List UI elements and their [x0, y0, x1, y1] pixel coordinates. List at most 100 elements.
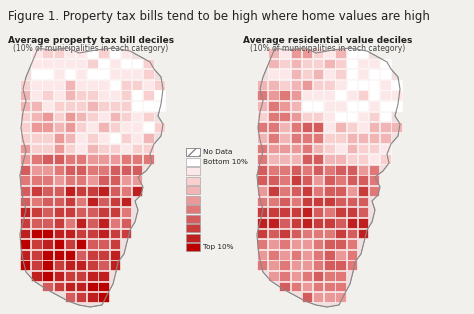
Bar	[279, 48, 290, 58]
Bar	[324, 143, 335, 153]
Bar	[324, 207, 335, 217]
Bar	[121, 207, 131, 217]
Bar	[279, 90, 290, 100]
Bar	[143, 80, 154, 89]
Bar	[99, 176, 109, 185]
Bar	[42, 112, 53, 122]
Bar	[65, 239, 75, 249]
Bar	[20, 176, 30, 185]
Bar	[291, 239, 301, 249]
Bar	[132, 80, 142, 89]
Bar	[87, 176, 98, 185]
Bar	[279, 165, 290, 175]
Bar	[313, 80, 323, 89]
Bar	[257, 239, 267, 249]
Bar	[65, 292, 75, 302]
Bar	[313, 112, 323, 122]
Bar	[291, 154, 301, 164]
Bar	[313, 218, 323, 228]
Bar	[392, 122, 401, 132]
Bar	[65, 260, 75, 270]
Bar	[186, 234, 200, 241]
Text: Average property tax bill deciles: Average property tax bill deciles	[8, 36, 174, 45]
Bar	[76, 239, 86, 249]
Bar	[257, 176, 267, 185]
Bar	[257, 197, 267, 206]
Bar	[121, 218, 131, 228]
Bar	[313, 229, 323, 238]
Bar	[279, 143, 290, 153]
Bar	[369, 133, 379, 143]
Bar	[324, 271, 335, 281]
Bar	[99, 207, 109, 217]
Bar	[121, 176, 131, 185]
Bar	[358, 80, 368, 89]
Bar	[99, 90, 109, 100]
Bar	[279, 260, 290, 270]
Bar	[268, 101, 279, 111]
Bar	[132, 112, 142, 122]
Bar	[76, 48, 86, 58]
Bar	[268, 229, 279, 238]
Bar	[313, 143, 323, 153]
Bar	[99, 133, 109, 143]
Bar	[20, 229, 30, 238]
Bar	[346, 176, 357, 185]
Bar	[324, 80, 335, 89]
Bar	[268, 112, 279, 122]
Bar	[65, 197, 75, 206]
Bar	[279, 122, 290, 132]
Bar	[65, 112, 75, 122]
Bar	[76, 260, 86, 270]
Bar	[132, 176, 142, 185]
Bar	[87, 197, 98, 206]
Bar	[302, 90, 312, 100]
Bar	[99, 250, 109, 260]
Bar	[324, 229, 335, 238]
Bar	[54, 197, 64, 206]
Bar	[291, 186, 301, 196]
Bar	[313, 90, 323, 100]
Bar	[346, 197, 357, 206]
Bar	[257, 143, 267, 153]
Bar	[380, 90, 391, 100]
Bar	[302, 271, 312, 281]
Bar	[291, 133, 301, 143]
Bar	[109, 229, 120, 238]
Bar	[279, 250, 290, 260]
Bar	[42, 69, 53, 79]
Text: Bottom 10%: Bottom 10%	[203, 159, 248, 165]
Bar	[279, 80, 290, 89]
Bar	[87, 292, 98, 302]
Bar	[336, 207, 346, 217]
Bar	[346, 80, 357, 89]
Bar	[313, 154, 323, 164]
Bar	[65, 186, 75, 196]
Bar	[346, 250, 357, 260]
Bar	[87, 282, 98, 291]
Bar	[291, 143, 301, 153]
Bar	[324, 59, 335, 68]
Bar	[358, 176, 368, 185]
Bar	[369, 59, 379, 68]
Bar	[121, 90, 131, 100]
Bar	[42, 101, 53, 111]
Bar	[20, 80, 30, 89]
Bar	[65, 59, 75, 68]
Polygon shape	[257, 48, 400, 307]
Bar	[336, 90, 346, 100]
Bar	[42, 133, 53, 143]
Bar	[346, 218, 357, 228]
Bar	[155, 122, 164, 132]
Bar	[268, 186, 279, 196]
Bar	[279, 112, 290, 122]
Bar	[336, 133, 346, 143]
Bar	[313, 165, 323, 175]
Bar	[54, 176, 64, 185]
Bar	[109, 112, 120, 122]
Bar	[268, 48, 279, 58]
Bar	[302, 112, 312, 122]
Bar	[143, 133, 154, 143]
Bar	[99, 122, 109, 132]
Bar	[313, 239, 323, 249]
